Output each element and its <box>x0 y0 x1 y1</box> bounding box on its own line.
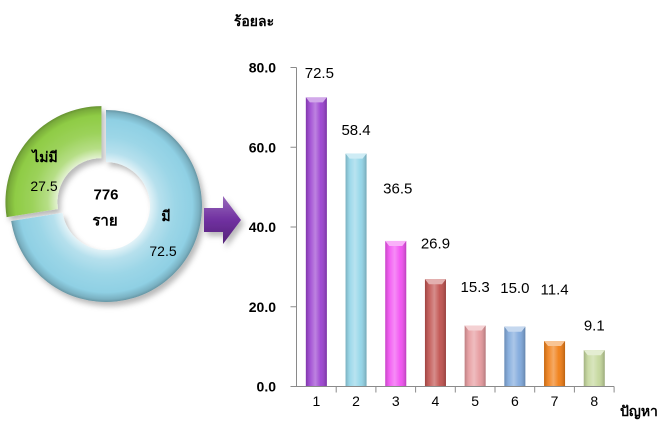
x-tick-label: 4 <box>432 393 440 409</box>
bar-shading <box>424 279 446 387</box>
bar <box>544 341 566 387</box>
bar-value-label: 58.4 <box>341 122 370 139</box>
donut-chart <box>5 106 202 303</box>
bar <box>583 350 605 387</box>
bar-cap <box>583 350 605 356</box>
y-tick-label: 0.0 <box>257 379 277 395</box>
bar-shading <box>583 350 605 387</box>
x-tick-label: 7 <box>551 393 559 409</box>
bar-value-label: 26.9 <box>421 236 450 253</box>
donut-center-unit: ราย <box>92 213 117 230</box>
bar-shading <box>544 341 566 387</box>
bar <box>345 153 367 387</box>
bar-value-label: 36.5 <box>383 180 412 197</box>
bar-value-label: 15.3 <box>461 279 490 296</box>
bar-cap <box>345 153 367 159</box>
bar-shading <box>305 97 327 387</box>
donut-center-count: 776 <box>93 187 118 204</box>
y-axis-title: ร้อยละ <box>234 13 274 29</box>
y-tick-label: 40.0 <box>249 219 276 235</box>
bar-chart: 72.5158.4236.5326.9415.3515.0611.479.180… <box>249 60 615 409</box>
arrow <box>204 196 241 244</box>
y-tick-label: 60.0 <box>249 139 276 155</box>
x-tick-label: 6 <box>511 393 519 409</box>
x-tick-label: 5 <box>471 393 479 409</box>
slice-value-label: 27.5 <box>30 178 57 194</box>
donut-slice <box>11 110 202 303</box>
bar-shading <box>464 325 486 387</box>
bar <box>464 325 486 387</box>
y-tick-label: 20.0 <box>249 299 276 315</box>
bar <box>504 326 526 387</box>
bar-value-label: 11.4 <box>541 282 569 299</box>
donut-slice <box>5 106 102 218</box>
bar-cap <box>424 279 446 285</box>
bar-shading <box>345 153 367 387</box>
x-tick-label: 3 <box>392 393 400 409</box>
bar-cap <box>544 341 566 347</box>
bar <box>385 240 407 387</box>
slice-value-label: 72.5 <box>149 243 176 259</box>
slice-label: มี <box>161 208 170 224</box>
bar-value-label: 72.5 <box>305 65 334 82</box>
bar-shading <box>385 240 407 387</box>
bar-cap <box>385 240 407 246</box>
bar <box>424 279 446 387</box>
bar-value-label: 15.0 <box>500 280 529 297</box>
x-tick-label: 1 <box>312 393 320 409</box>
bar-cap <box>305 97 327 103</box>
bar-cap <box>464 325 486 331</box>
bar-cap <box>504 326 526 332</box>
y-tick-label: 80.0 <box>249 60 276 76</box>
bar <box>305 97 327 387</box>
x-tick-label: 8 <box>590 393 598 409</box>
bar-value-label: 9.1 <box>584 318 605 335</box>
bar-shading <box>504 326 526 387</box>
slice-label: ไม่มี <box>30 148 58 165</box>
x-tick-label: 2 <box>352 393 360 409</box>
right-arrow-icon <box>204 196 241 244</box>
x-axis-title: ปัญหา <box>620 403 658 420</box>
